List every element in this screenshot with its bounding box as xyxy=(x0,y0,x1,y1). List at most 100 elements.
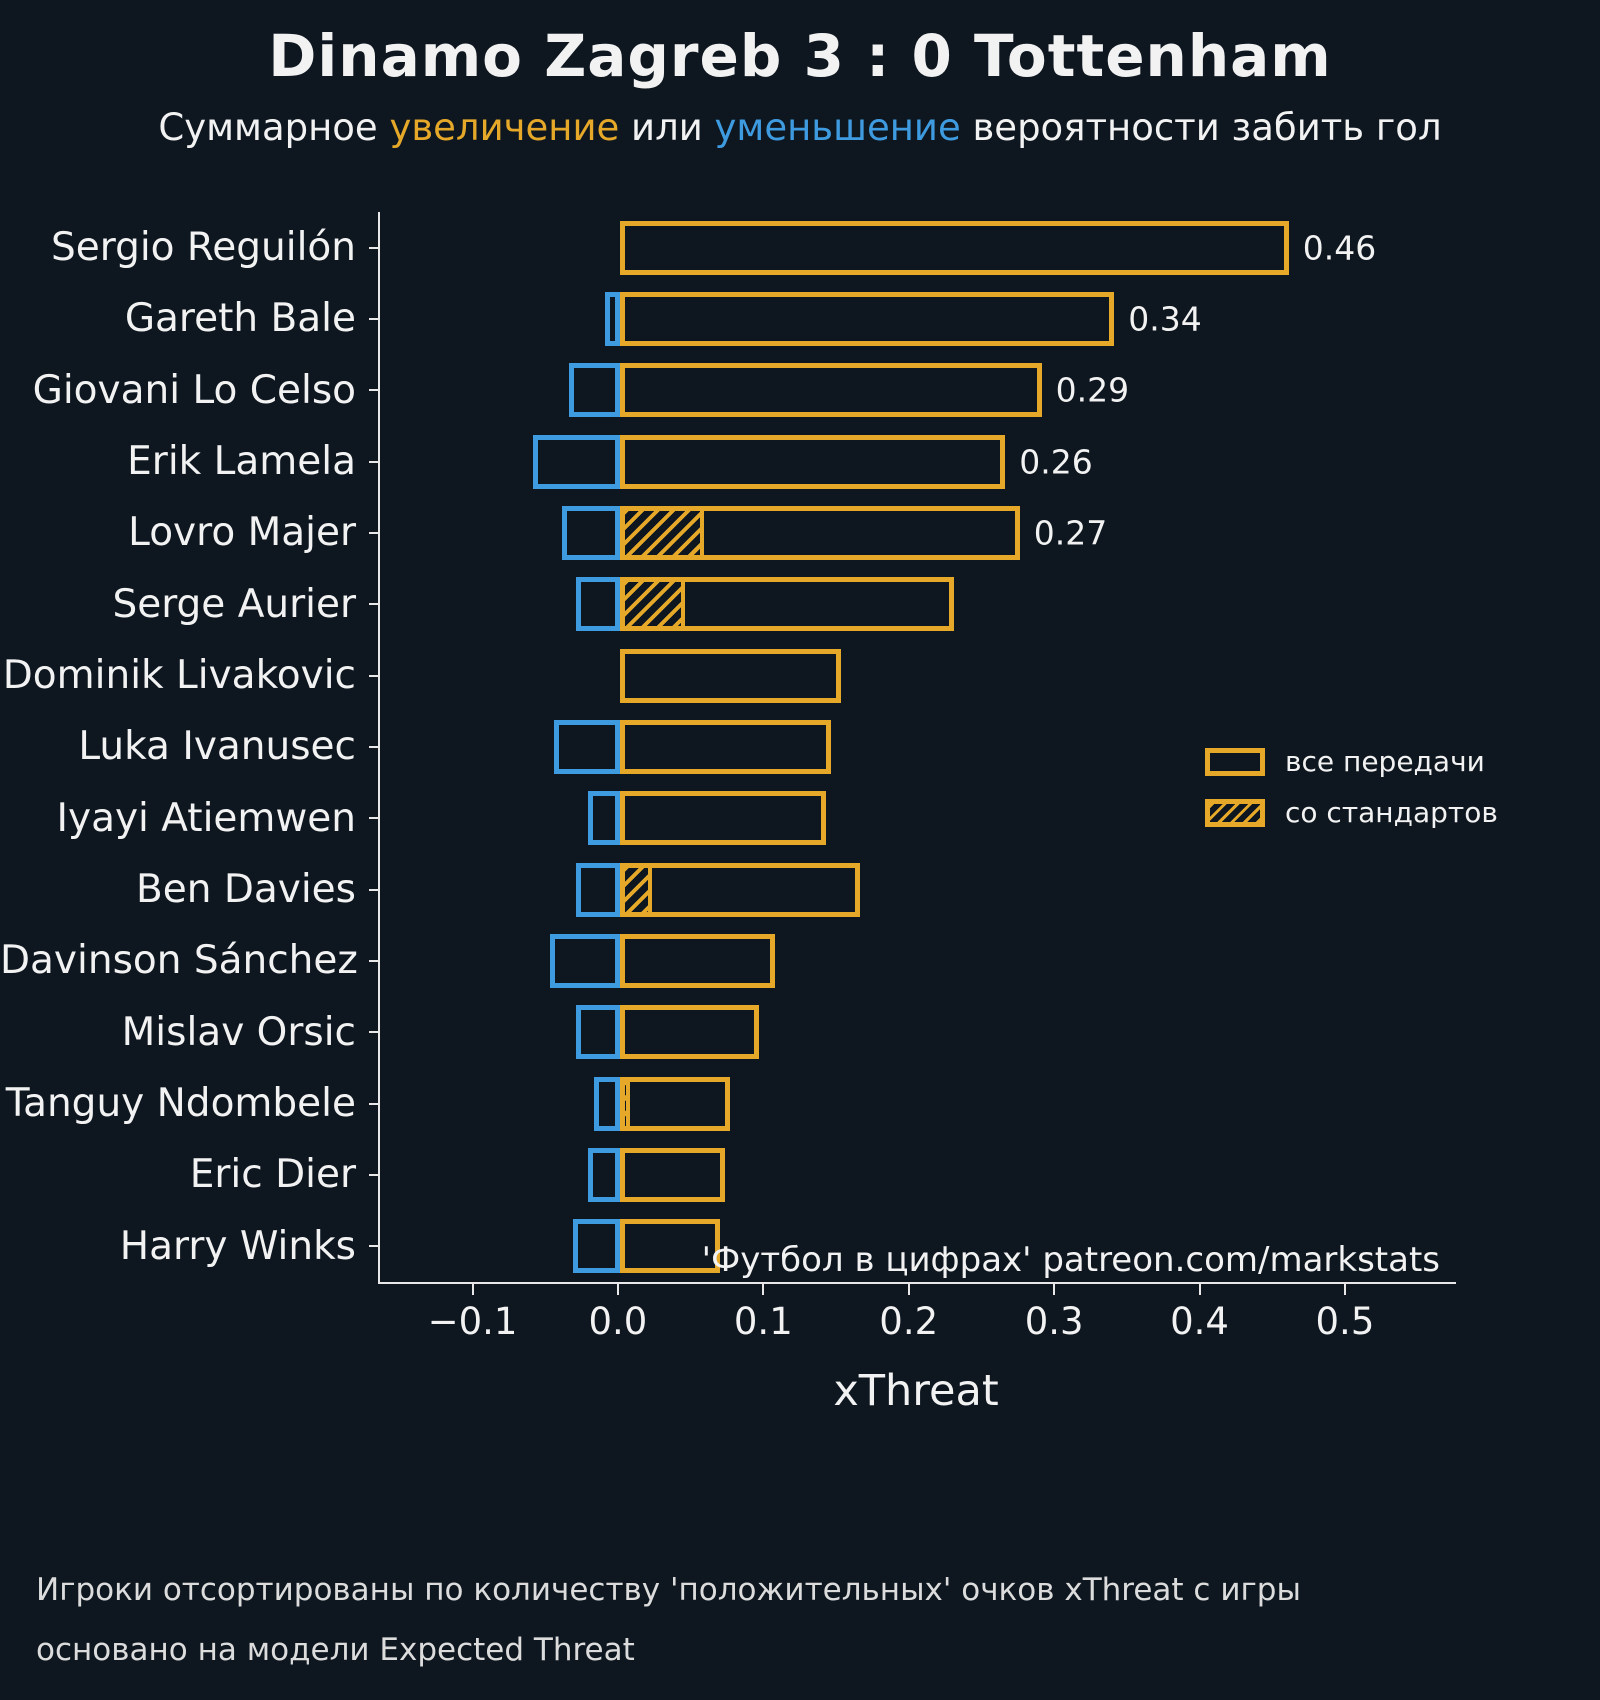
y-axis-tick xyxy=(369,1245,378,1248)
y-axis-tick xyxy=(369,817,378,820)
y-axis-player-label: Iyayi Atiemwen xyxy=(56,795,356,841)
legend-label-set-pieces: со стандартов xyxy=(1285,796,1498,829)
legend-label-all-passes: все передачи xyxy=(1285,745,1485,778)
x-axis-tick xyxy=(1053,1284,1056,1295)
y-axis-tick xyxy=(369,1031,378,1034)
positive-xthreat-bar xyxy=(619,220,1289,275)
y-axis-tick xyxy=(369,603,378,606)
footer-note-2: основано на модели Expected Threat xyxy=(36,1632,635,1668)
negative-xthreat-bar xyxy=(576,577,620,632)
y-axis-tick xyxy=(369,888,378,891)
negative-xthreat-bar xyxy=(587,791,620,846)
y-axis-tick xyxy=(369,960,378,962)
x-axis-tick xyxy=(1343,1284,1346,1295)
negative-xthreat-bar xyxy=(593,1076,620,1131)
y-axis-tick xyxy=(369,460,378,463)
positive-xthreat-bar xyxy=(619,648,841,703)
plot-area: 0.46 0.34 0.29 0.26 0.27 xyxy=(378,212,1456,1284)
negative-xthreat-bar xyxy=(605,292,620,346)
negative-xthreat-bar xyxy=(569,363,620,418)
y-axis-player-label: Lovro Majer xyxy=(128,510,356,556)
y-axis-player-label: Serge Aurier xyxy=(112,581,356,627)
y-axis-player-label: Mislav Orsic xyxy=(121,1009,356,1055)
y-axis-player-label: Harry Winks xyxy=(119,1223,356,1269)
negative-xthreat-bar xyxy=(587,1148,620,1202)
legend: все передачи со стандартов xyxy=(1205,736,1498,838)
positive-xthreat-bar xyxy=(619,934,776,988)
positive-xthreat-bar xyxy=(619,1005,760,1060)
x-axis-title: xThreat xyxy=(833,1366,999,1416)
x-axis-tick xyxy=(616,1284,619,1295)
subtitle-pre: Суммарное xyxy=(158,106,390,149)
legend-item-set-pieces: со стандартов xyxy=(1205,787,1498,838)
y-axis-tick xyxy=(369,532,378,534)
x-axis-tick-label: −0.1 xyxy=(427,1300,518,1343)
positive-xthreat-bar xyxy=(619,1148,725,1202)
x-axis-tick-label: 0.2 xyxy=(879,1300,939,1343)
footer-note-1: Игроки отсортированы по количеству 'поло… xyxy=(36,1572,1301,1608)
subtitle-mid: или xyxy=(619,106,715,149)
negative-xthreat-bar xyxy=(573,1219,620,1274)
y-axis-tick xyxy=(369,246,378,249)
set-pieces-swatch-icon xyxy=(1205,798,1265,827)
negative-xthreat-bar xyxy=(576,1005,620,1060)
bar-value-label: 0.34 xyxy=(1128,299,1202,339)
subtitle-decrease-word: уменьшение xyxy=(714,106,961,149)
y-axis-player-label: Luka Ivanusec xyxy=(78,724,356,770)
chart-title: Dinamo Zagreb 3 : 0 Tottenham xyxy=(268,22,1332,90)
x-axis-tick xyxy=(762,1284,765,1295)
y-axis-player-label: Erik Lamela xyxy=(127,439,356,484)
y-axis-player-label: Davinson Sánchez xyxy=(0,938,358,984)
subtitle-post: вероятности забить гол xyxy=(960,106,1442,149)
y-axis-player-label: Tanguy Ndombele xyxy=(5,1081,356,1126)
bar-value-label: 0.27 xyxy=(1033,513,1108,553)
negative-xthreat-bar xyxy=(532,434,620,489)
y-axis-player-label: Sergio Reguilón xyxy=(50,225,356,270)
positive-xthreat-bar xyxy=(619,862,860,917)
subtitle-increase-word: увеличение xyxy=(389,106,620,149)
y-axis-tick xyxy=(369,674,378,677)
x-axis-tick xyxy=(907,1284,910,1295)
set-piece-xthreat-bar xyxy=(619,862,652,917)
x-axis: −0.1 0.0 0.1 0.2 0.3 0.4 0.5 xyxy=(378,1284,1454,1354)
chart-subtitle: Суммарное увеличение или уменьшение веро… xyxy=(0,106,1600,149)
x-axis-tick-label: 0.0 xyxy=(588,1300,648,1343)
x-axis-tick-label: 0.4 xyxy=(1170,1300,1229,1343)
legend-item-all-passes: все передачи xyxy=(1205,736,1498,787)
positive-xthreat-bar xyxy=(619,292,1115,346)
x-axis-tick xyxy=(1198,1284,1201,1295)
set-piece-xthreat-bar xyxy=(619,577,686,632)
x-axis-tick-label: 0.3 xyxy=(1024,1300,1084,1343)
positive-xthreat-bar xyxy=(619,434,1006,489)
negative-xthreat-bar xyxy=(550,934,620,988)
positive-xthreat-bar xyxy=(619,363,1042,418)
positive-xthreat-bar xyxy=(619,720,831,774)
set-piece-xthreat-bar xyxy=(619,1076,631,1131)
y-axis-player-label: Giovani Lo Celso xyxy=(32,367,356,413)
y-axis-tick xyxy=(369,1174,378,1176)
y-axis-tick xyxy=(369,389,378,392)
bar-value-label: 0.29 xyxy=(1055,370,1130,410)
bar-value-label: 0.46 xyxy=(1302,228,1377,268)
credit-annotation: 'Футбол в цифрах' patreon.com/markstats xyxy=(701,1240,1440,1280)
positive-xthreat-bar xyxy=(619,791,827,846)
y-axis-player-label: Gareth Bale xyxy=(124,296,356,342)
bar-value-label: 0.26 xyxy=(1019,442,1093,482)
y-axis-tick xyxy=(369,318,378,320)
x-axis-tick xyxy=(471,1284,474,1295)
negative-xthreat-bar xyxy=(561,506,620,560)
all-passes-swatch-icon xyxy=(1205,747,1265,776)
x-axis-tick-label: 0.1 xyxy=(733,1300,793,1343)
y-axis-player-label: Ben Davies xyxy=(135,867,356,912)
y-axis-player-label: Eric Dier xyxy=(189,1152,356,1198)
y-axis-labels: Sergio Reguilón Gareth Bale Giovani Lo Cel… xyxy=(0,212,378,1282)
negative-xthreat-bar xyxy=(576,862,620,917)
set-piece-xthreat-bar xyxy=(619,506,705,560)
y-axis-tick xyxy=(369,1102,378,1105)
y-axis-tick xyxy=(369,746,378,748)
positive-xthreat-bar xyxy=(619,1076,731,1131)
y-axis-player-label: Dominik Livakovic xyxy=(2,653,356,698)
positive-xthreat-bar xyxy=(619,1219,721,1274)
x-axis-tick-label: 0.5 xyxy=(1315,1300,1375,1343)
negative-xthreat-bar xyxy=(554,720,620,774)
